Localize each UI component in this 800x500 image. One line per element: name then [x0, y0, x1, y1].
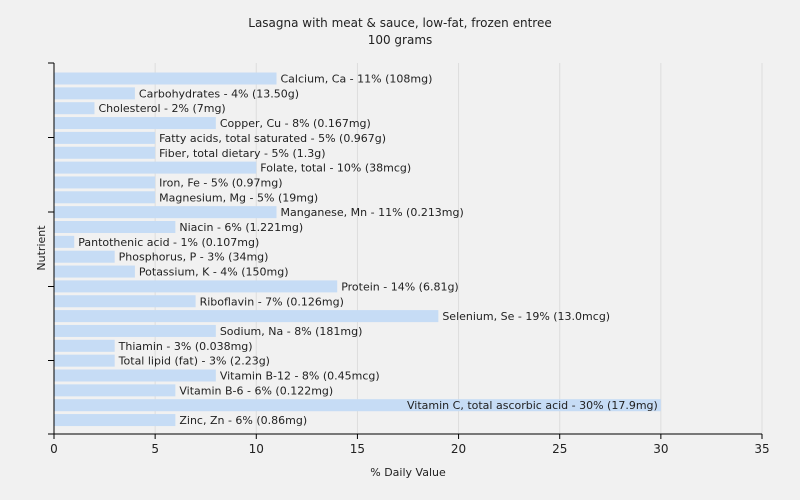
bar-label: Cholesterol - 2% (7mg)	[98, 102, 225, 115]
x-tick-label: 15	[350, 442, 365, 456]
bar-label: Manganese, Mn - 11% (0.213mg)	[281, 206, 464, 219]
bar-label: Iron, Fe - 5% (0.97mg)	[159, 176, 282, 189]
bar-label: Niacin - 6% (1.221mg)	[179, 221, 303, 234]
bar	[54, 295, 196, 308]
x-tick-label: 25	[552, 442, 567, 456]
bar	[54, 131, 156, 144]
bar-label: Magnesium, Mg - 5% (19mg)	[159, 191, 318, 204]
bar-label: Fatty acids, total saturated - 5% (0.967…	[159, 132, 386, 145]
bar	[54, 87, 135, 100]
bar-label: Pantothenic acid - 1% (0.107mg)	[78, 236, 259, 249]
bar	[54, 399, 661, 412]
bar-label: Folate, total - 10% (38mcg)	[260, 162, 411, 175]
x-tick-label: 5	[151, 442, 159, 456]
bar-label: Phosphorus, P - 3% (34mg)	[119, 251, 269, 264]
bar-label: Protein - 14% (6.81g)	[341, 280, 459, 293]
bar	[54, 339, 115, 352]
bar-label: Zinc, Zn - 6% (0.86mg)	[179, 414, 307, 427]
bar-label: Sodium, Na - 8% (181mg)	[220, 325, 363, 338]
bar	[54, 191, 156, 204]
bar	[54, 414, 176, 427]
bar	[54, 206, 277, 219]
gridlines	[154, 63, 763, 434]
bar-label: Selenium, Se - 19% (13.0mcg)	[442, 310, 610, 323]
x-tick-label: 35	[754, 442, 769, 456]
x-tick-label: 30	[653, 442, 668, 456]
axes: 0 5 10 15 20 25 30 35	[48, 62, 770, 456]
bar	[54, 384, 176, 397]
bar-label: Riboflavin - 7% (0.126mg)	[200, 295, 344, 308]
x-tick-label: 20	[451, 442, 466, 456]
bar	[54, 117, 216, 130]
bar	[54, 235, 75, 248]
bar	[54, 310, 439, 323]
bar	[54, 176, 156, 189]
bar	[54, 324, 216, 337]
bar-label: Copper, Cu - 8% (0.167mg)	[220, 117, 371, 130]
bar	[54, 280, 338, 293]
bar-label: Vitamin C, total ascorbic acid - 30% (17…	[407, 399, 658, 412]
x-axis-label: % Daily Value	[370, 466, 446, 479]
x-tick-label: 0	[50, 442, 58, 456]
bar-label: Vitamin B-6 - 6% (0.122mg)	[179, 384, 333, 397]
bar-label: Fiber, total dietary - 5% (1.3g)	[159, 147, 325, 160]
bar	[54, 250, 115, 263]
bar	[54, 146, 156, 159]
x-tick-label: 10	[249, 442, 264, 456]
chart-title: Lasagna with meat & sauce, low-fat, froz…	[248, 16, 551, 30]
chart-subtitle: 100 grams	[368, 33, 433, 47]
bar	[54, 221, 176, 233]
bar	[54, 72, 277, 85]
bar	[54, 161, 257, 174]
y-axis-label: Nutrient	[35, 225, 48, 271]
bar-label: Total lipid (fat) - 3% (2.23g)	[118, 355, 270, 368]
bar-label: Calcium, Ca - 11% (108mg)	[281, 73, 433, 86]
bar-label: Thiamin - 3% (0.038mg)	[118, 340, 253, 353]
bar-label: Potassium, K - 4% (150mg)	[139, 266, 289, 279]
bar-label: Carbohydrates - 4% (13.50g)	[139, 87, 299, 100]
bar	[54, 102, 95, 115]
bars: Calcium, Ca - 11% (108mg)Carbohydrates -…	[54, 72, 661, 427]
bar	[54, 265, 135, 278]
bar	[54, 354, 115, 367]
bar	[54, 369, 216, 382]
bar-label: Vitamin B-12 - 8% (0.45mcg)	[220, 370, 380, 383]
